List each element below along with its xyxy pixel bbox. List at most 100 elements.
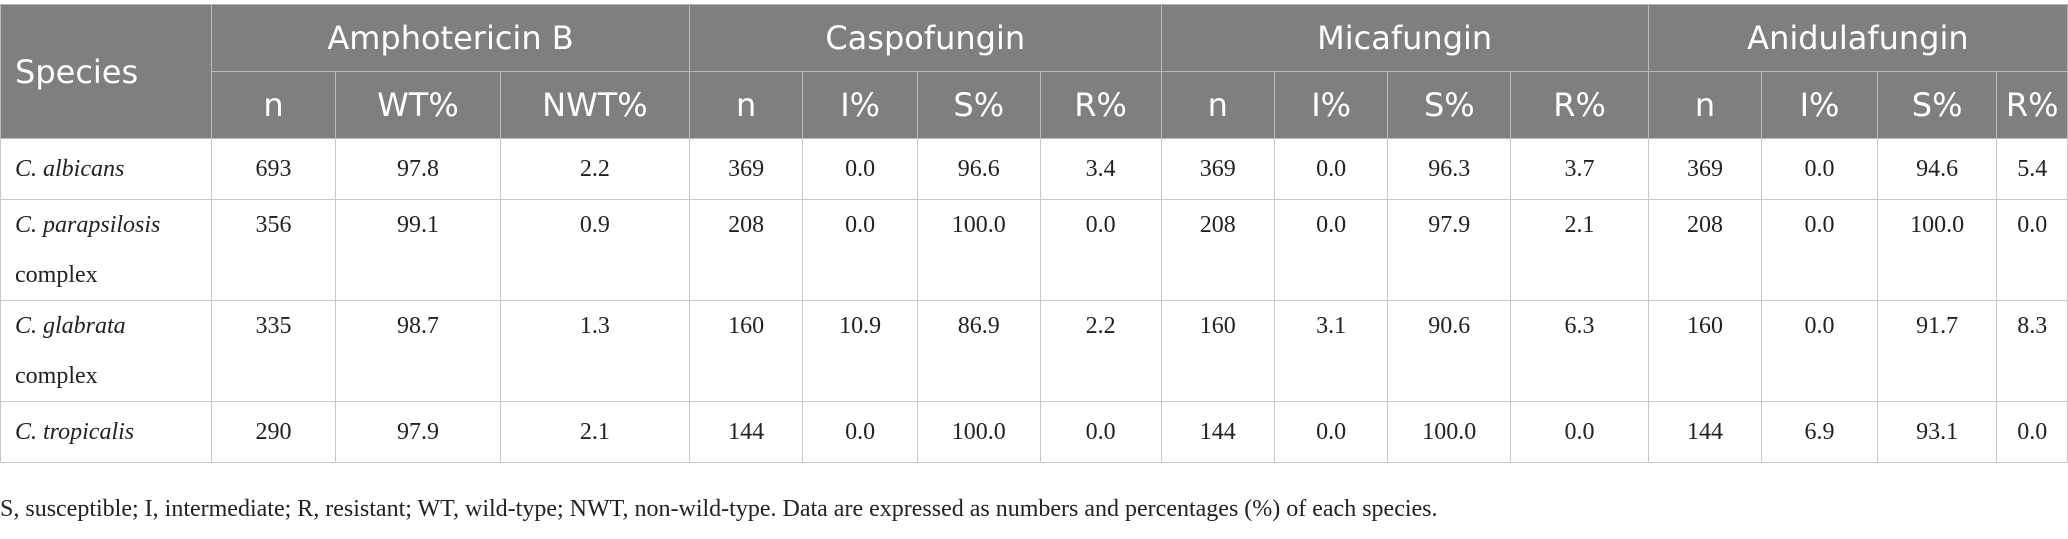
header-subcol: I%: [1761, 71, 1878, 139]
value-cell: 144: [688, 401, 804, 463]
value-cell: 97.9: [335, 401, 501, 463]
value-cell: 208: [688, 199, 804, 301]
value-cell: 160: [688, 300, 804, 402]
table-row: C. tropicalis 290 97.9 2.1 144 0.0 100.0 0.0 144…: [0, 401, 2068, 463]
value-cell: 96.3: [1387, 138, 1512, 200]
value-cell: 0.0: [1761, 199, 1878, 301]
table-body: C. albicans 693 97.8 2.2 369 0.0 96.6 3.4 369 0.0…: [0, 138, 2068, 463]
value-cell: 0.0: [1273, 401, 1389, 463]
value-cell: 0.0: [802, 199, 918, 301]
value-cell: 208: [1647, 199, 1763, 301]
value-cell: 144: [1647, 401, 1763, 463]
header-row-groups: Species Amphotericin B Caspofungin Micaf…: [0, 4, 2068, 139]
value-cell: 0.0: [802, 138, 918, 200]
value-cell: 100.0: [916, 199, 1041, 301]
value-cell: 100.0: [1876, 199, 1998, 301]
table-row: C. glabrata complex 335 98.7 1.3 160 10.9 86.9 2…: [0, 300, 2068, 402]
species-name: C. albicans: [15, 156, 125, 182]
susceptibility-table-wrapper: Species Amphotericin B Caspofungin Micaf…: [0, 4, 2068, 463]
value-cell: 99.1: [335, 199, 501, 301]
value-cell: 6.3: [1510, 300, 1649, 402]
species-qualifier: complex: [15, 363, 98, 389]
species-cell: C. albicans: [0, 138, 213, 200]
value-cell: 0.0: [1761, 138, 1878, 200]
value-cell: 0.0: [1039, 199, 1162, 301]
value-cell: 2.1: [499, 401, 690, 463]
value-cell: 2.2: [1039, 300, 1162, 402]
header-subcol: n: [211, 71, 337, 139]
value-cell: 91.7: [1876, 300, 1998, 402]
value-cell: 290: [211, 401, 337, 463]
value-cell: 97.9: [1387, 199, 1512, 301]
value-cell: 356: [211, 199, 337, 301]
value-cell: 100.0: [916, 401, 1041, 463]
value-cell: 5.4: [1996, 138, 2068, 200]
value-cell: 0.0: [1996, 401, 2068, 463]
value-cell: 144: [1160, 401, 1275, 463]
value-cell: 1.3: [499, 300, 690, 402]
header-subcol: S%: [1876, 71, 1998, 139]
value-cell: 0.0: [1273, 138, 1389, 200]
value-cell: 10.9: [802, 300, 918, 402]
value-cell: 2.1: [1510, 199, 1649, 301]
value-cell: 86.9: [916, 300, 1041, 402]
value-cell: 97.8: [335, 138, 501, 200]
value-cell: 369: [1647, 138, 1763, 200]
header-species: Species: [0, 4, 213, 139]
value-cell: 6.9: [1761, 401, 1878, 463]
value-cell: 2.2: [499, 138, 690, 200]
value-cell: 208: [1160, 199, 1275, 301]
species-name: C. tropicalis: [15, 419, 135, 445]
value-cell: 0.0: [1039, 401, 1162, 463]
species-cell: C. tropicalis: [0, 401, 213, 463]
table-row: C. albicans 693 97.8 2.2 369 0.0 96.6 3.4 369 0.0…: [0, 138, 2068, 200]
header-subcol: NWT%: [499, 71, 690, 139]
value-cell: 96.6: [916, 138, 1041, 200]
susceptibility-table: Species Amphotericin B Caspofungin Micaf…: [0, 4, 2068, 463]
species-name: C. glabrata: [15, 313, 126, 339]
header-subcol: R%: [1510, 71, 1649, 139]
value-cell: 94.6: [1876, 138, 1998, 200]
value-cell: 335: [211, 300, 337, 402]
header-subcol: WT%: [335, 71, 501, 139]
value-cell: 369: [1160, 138, 1275, 200]
value-cell: 160: [1647, 300, 1763, 402]
species-qualifier: complex: [15, 262, 98, 288]
header-subcol: n: [1647, 71, 1763, 139]
value-cell: 3.1: [1273, 300, 1389, 402]
table-row: C. parapsilosis complex 356 99.1 0.9 208 0.0 10…: [0, 199, 2068, 301]
value-cell: 8.3: [1996, 300, 2068, 402]
value-cell: 98.7: [335, 300, 501, 402]
header-group-caspofungin: Caspofungin: [688, 4, 1162, 72]
header-group-micafungin: Micafungin: [1160, 4, 1649, 72]
header-subcol: I%: [1273, 71, 1389, 139]
header-subcol: R%: [1039, 71, 1162, 139]
value-cell: 0.0: [1761, 300, 1878, 402]
header-subcol: R%: [1996, 71, 2068, 139]
header-subcol: S%: [1387, 71, 1512, 139]
header-subcol: I%: [802, 71, 918, 139]
species-name: C. parapsilosis: [15, 212, 161, 238]
header-subcol: S%: [916, 71, 1041, 139]
table-footnote: S, susceptible; I, intermediate; R, resi…: [0, 496, 1438, 522]
value-cell: 93.1: [1876, 401, 1998, 463]
value-cell: 693: [211, 138, 337, 200]
value-cell: 0.0: [802, 401, 918, 463]
value-cell: 0.0: [1273, 199, 1389, 301]
value-cell: 0.0: [1996, 199, 2068, 301]
value-cell: 0.0: [1510, 401, 1649, 463]
header-subcol: n: [688, 71, 804, 139]
value-cell: 3.7: [1510, 138, 1649, 200]
value-cell: 0.9: [499, 199, 690, 301]
species-cell: C. glabrata complex: [0, 300, 213, 402]
header-group-anidulafungin: Anidulafungin: [1647, 4, 2068, 72]
header-row-subcols: n WT% NWT% n I% S% R% n I% S% R% n I% S%…: [1, 71, 2068, 139]
value-cell: 100.0: [1387, 401, 1512, 463]
value-cell: 369: [688, 138, 804, 200]
value-cell: 3.4: [1039, 138, 1162, 200]
species-cell: C. parapsilosis complex: [0, 199, 213, 301]
header-subcol: n: [1160, 71, 1275, 139]
value-cell: 90.6: [1387, 300, 1512, 402]
value-cell: 160: [1160, 300, 1275, 402]
header-group-amphotericin-b: Amphotericin B: [211, 4, 690, 72]
